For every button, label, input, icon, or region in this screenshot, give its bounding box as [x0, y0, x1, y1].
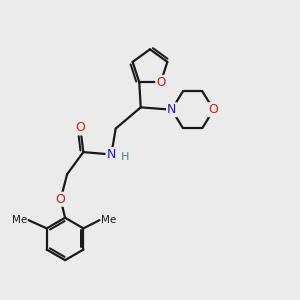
Text: O: O: [56, 193, 66, 206]
Text: Me: Me: [101, 215, 116, 225]
Text: N: N: [167, 103, 176, 116]
Text: O: O: [209, 103, 219, 116]
Text: Me: Me: [12, 215, 27, 225]
Text: N: N: [106, 148, 116, 161]
Text: O: O: [156, 76, 165, 89]
Text: O: O: [75, 122, 85, 134]
Text: H: H: [121, 152, 129, 161]
